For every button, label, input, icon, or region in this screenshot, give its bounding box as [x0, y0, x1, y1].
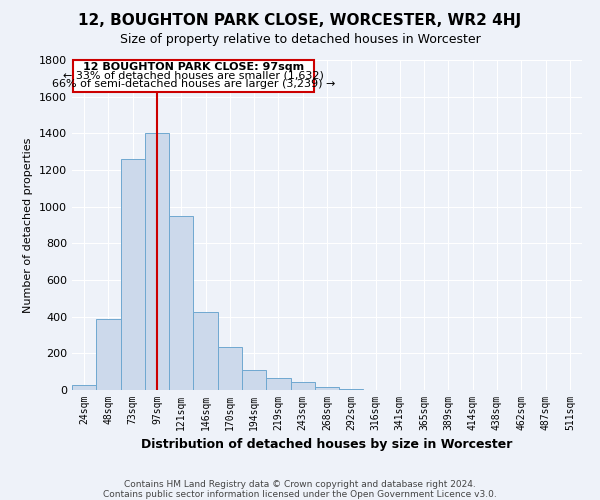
Bar: [72, 384, 96, 390]
Text: ← 33% of detached houses are smaller (1,632): ← 33% of detached houses are smaller (1,…: [63, 70, 324, 80]
Y-axis label: Number of detached properties: Number of detached properties: [23, 138, 34, 312]
Bar: [121, 159, 145, 390]
Text: Contains public sector information licensed under the Open Government Licence v3: Contains public sector information licen…: [103, 490, 497, 499]
Bar: [339, 389, 364, 390]
Text: Contains HM Land Registry data © Crown copyright and database right 2024.: Contains HM Land Registry data © Crown c…: [124, 480, 476, 489]
Text: 12 BOUGHTON PARK CLOSE: 97sqm: 12 BOUGHTON PARK CLOSE: 97sqm: [83, 62, 304, 72]
Bar: [169, 216, 193, 390]
Bar: [290, 382, 315, 390]
Text: Size of property relative to detached houses in Worcester: Size of property relative to detached ho…: [119, 32, 481, 46]
Bar: [266, 378, 290, 390]
Bar: [96, 318, 121, 390]
Bar: [242, 370, 266, 390]
Text: 12, BOUGHTON PARK CLOSE, WORCESTER, WR2 4HJ: 12, BOUGHTON PARK CLOSE, WORCESTER, WR2 …: [79, 12, 521, 28]
X-axis label: Distribution of detached houses by size in Worcester: Distribution of detached houses by size …: [142, 438, 512, 452]
Bar: [193, 312, 218, 390]
Bar: [315, 387, 339, 390]
Text: 66% of semi-detached houses are larger (3,239) →: 66% of semi-detached houses are larger (…: [52, 79, 335, 89]
Bar: [218, 347, 242, 390]
Bar: [145, 134, 169, 390]
FancyBboxPatch shape: [73, 60, 314, 92]
